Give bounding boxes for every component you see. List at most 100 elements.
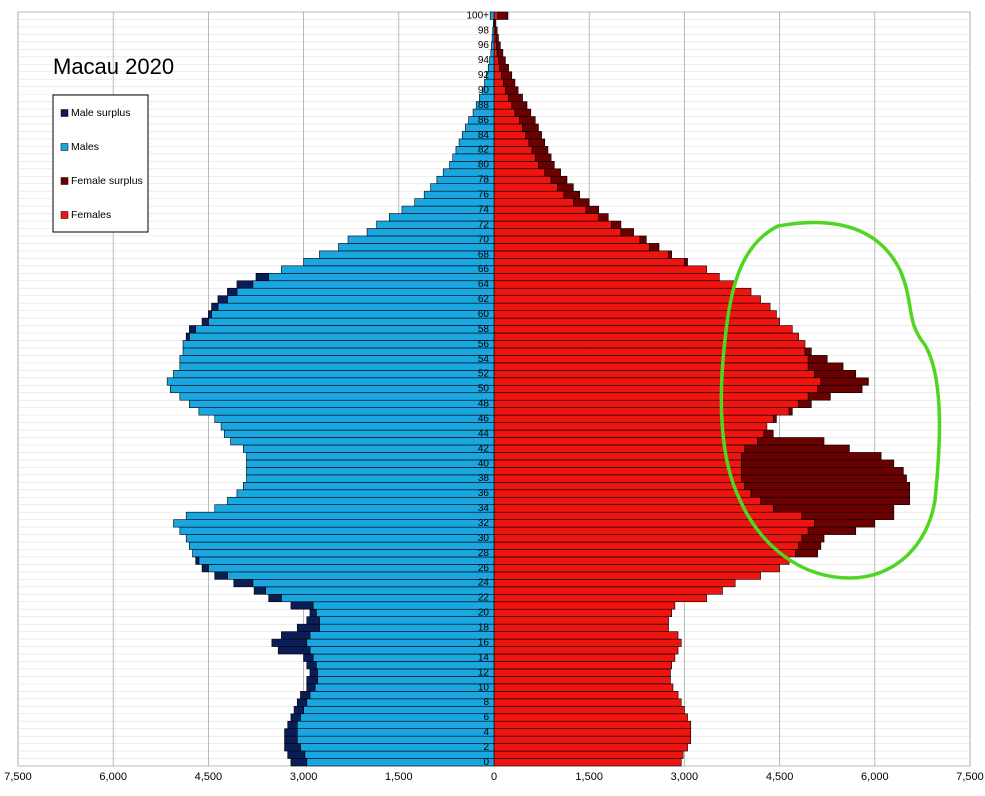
bar bbox=[573, 198, 590, 207]
bar bbox=[243, 482, 495, 491]
legend: Male surplus Males Female surplus Females bbox=[60, 107, 143, 221]
bar bbox=[493, 452, 742, 461]
bar bbox=[490, 49, 495, 58]
y-tick-label: 20 bbox=[478, 608, 490, 619]
x-tick-label: 6,000 bbox=[99, 771, 127, 783]
bar bbox=[195, 325, 495, 334]
bar bbox=[639, 235, 647, 244]
bar bbox=[493, 198, 574, 207]
bar bbox=[493, 146, 533, 155]
bar bbox=[236, 489, 495, 498]
bar bbox=[493, 213, 600, 222]
legend-label: Males bbox=[71, 141, 99, 153]
bar bbox=[801, 511, 895, 520]
y-tick-label: 42 bbox=[478, 443, 490, 454]
y-tick-label: 28 bbox=[478, 548, 490, 559]
bar bbox=[528, 138, 546, 147]
bar bbox=[211, 302, 219, 311]
bar bbox=[489, 11, 495, 20]
bar bbox=[499, 63, 509, 73]
bar bbox=[649, 243, 660, 252]
bar bbox=[306, 758, 495, 767]
bar bbox=[493, 272, 720, 282]
legend-label: Male surplus bbox=[71, 107, 131, 119]
bar bbox=[550, 175, 568, 185]
bar bbox=[817, 384, 863, 394]
y-tick-label: 64 bbox=[478, 279, 490, 290]
bar bbox=[493, 750, 684, 759]
y-tick-label: 6 bbox=[483, 712, 489, 723]
y-tick-label: 48 bbox=[478, 399, 490, 410]
bar bbox=[598, 213, 609, 222]
bar bbox=[296, 735, 495, 744]
y-tick-label: 12 bbox=[478, 667, 490, 678]
bar bbox=[493, 668, 671, 677]
bar bbox=[760, 496, 911, 506]
bar bbox=[201, 317, 209, 326]
bar bbox=[179, 526, 495, 535]
bar bbox=[563, 190, 580, 199]
bar bbox=[620, 228, 634, 237]
bar bbox=[750, 489, 911, 498]
bar bbox=[495, 34, 499, 43]
highlight-circle bbox=[719, 220, 942, 580]
bar bbox=[493, 728, 692, 737]
bar bbox=[306, 638, 495, 647]
bar bbox=[493, 265, 707, 274]
y-tick-label: 66 bbox=[478, 264, 490, 275]
bar bbox=[281, 593, 495, 603]
y-tick-label: 38 bbox=[478, 473, 490, 484]
y-tick-label: 26 bbox=[478, 563, 490, 574]
bar bbox=[493, 325, 793, 334]
bar bbox=[208, 564, 495, 573]
y-tick-label: 90 bbox=[478, 85, 490, 96]
bar bbox=[493, 63, 501, 73]
bar bbox=[493, 93, 509, 102]
bar bbox=[493, 720, 692, 729]
bar bbox=[493, 705, 685, 715]
bar bbox=[189, 332, 495, 341]
bar bbox=[246, 467, 495, 476]
bar bbox=[493, 362, 809, 371]
bar bbox=[493, 317, 780, 326]
bar bbox=[498, 56, 506, 65]
y-tick-label: 54 bbox=[478, 354, 490, 365]
bar bbox=[538, 161, 555, 170]
x-tick-label: 1,500 bbox=[575, 771, 603, 783]
bar bbox=[493, 153, 536, 162]
bar bbox=[493, 280, 736, 289]
bar bbox=[493, 467, 742, 476]
y-tick-label: 74 bbox=[478, 204, 490, 215]
x-tick-label: 4,500 bbox=[195, 771, 223, 783]
bar bbox=[306, 661, 317, 670]
bar bbox=[493, 698, 682, 707]
bar bbox=[493, 534, 803, 543]
bar bbox=[511, 101, 528, 110]
y-tick-label: 32 bbox=[478, 518, 490, 529]
bar bbox=[493, 414, 774, 423]
bar bbox=[195, 556, 200, 565]
y-tick-label: 18 bbox=[478, 623, 490, 634]
bar bbox=[741, 452, 882, 461]
bar bbox=[493, 116, 520, 125]
x-tick-label: 6,000 bbox=[861, 771, 889, 783]
bar bbox=[198, 407, 495, 416]
bar bbox=[544, 168, 561, 177]
legend-label: Females bbox=[71, 209, 111, 221]
bar bbox=[807, 362, 844, 371]
bar bbox=[230, 437, 495, 446]
y-tick-label: 4 bbox=[483, 727, 489, 738]
bar bbox=[519, 116, 536, 125]
y-tick-label: 46 bbox=[478, 414, 490, 425]
bar bbox=[493, 258, 685, 267]
bar bbox=[304, 750, 495, 759]
bar bbox=[290, 713, 301, 722]
bar bbox=[366, 228, 495, 237]
bar bbox=[798, 399, 812, 408]
bar bbox=[287, 750, 306, 759]
bar bbox=[493, 205, 587, 214]
bar bbox=[189, 325, 197, 334]
bar bbox=[493, 743, 688, 752]
y-tick-label: 24 bbox=[478, 578, 490, 589]
bar bbox=[492, 26, 495, 35]
